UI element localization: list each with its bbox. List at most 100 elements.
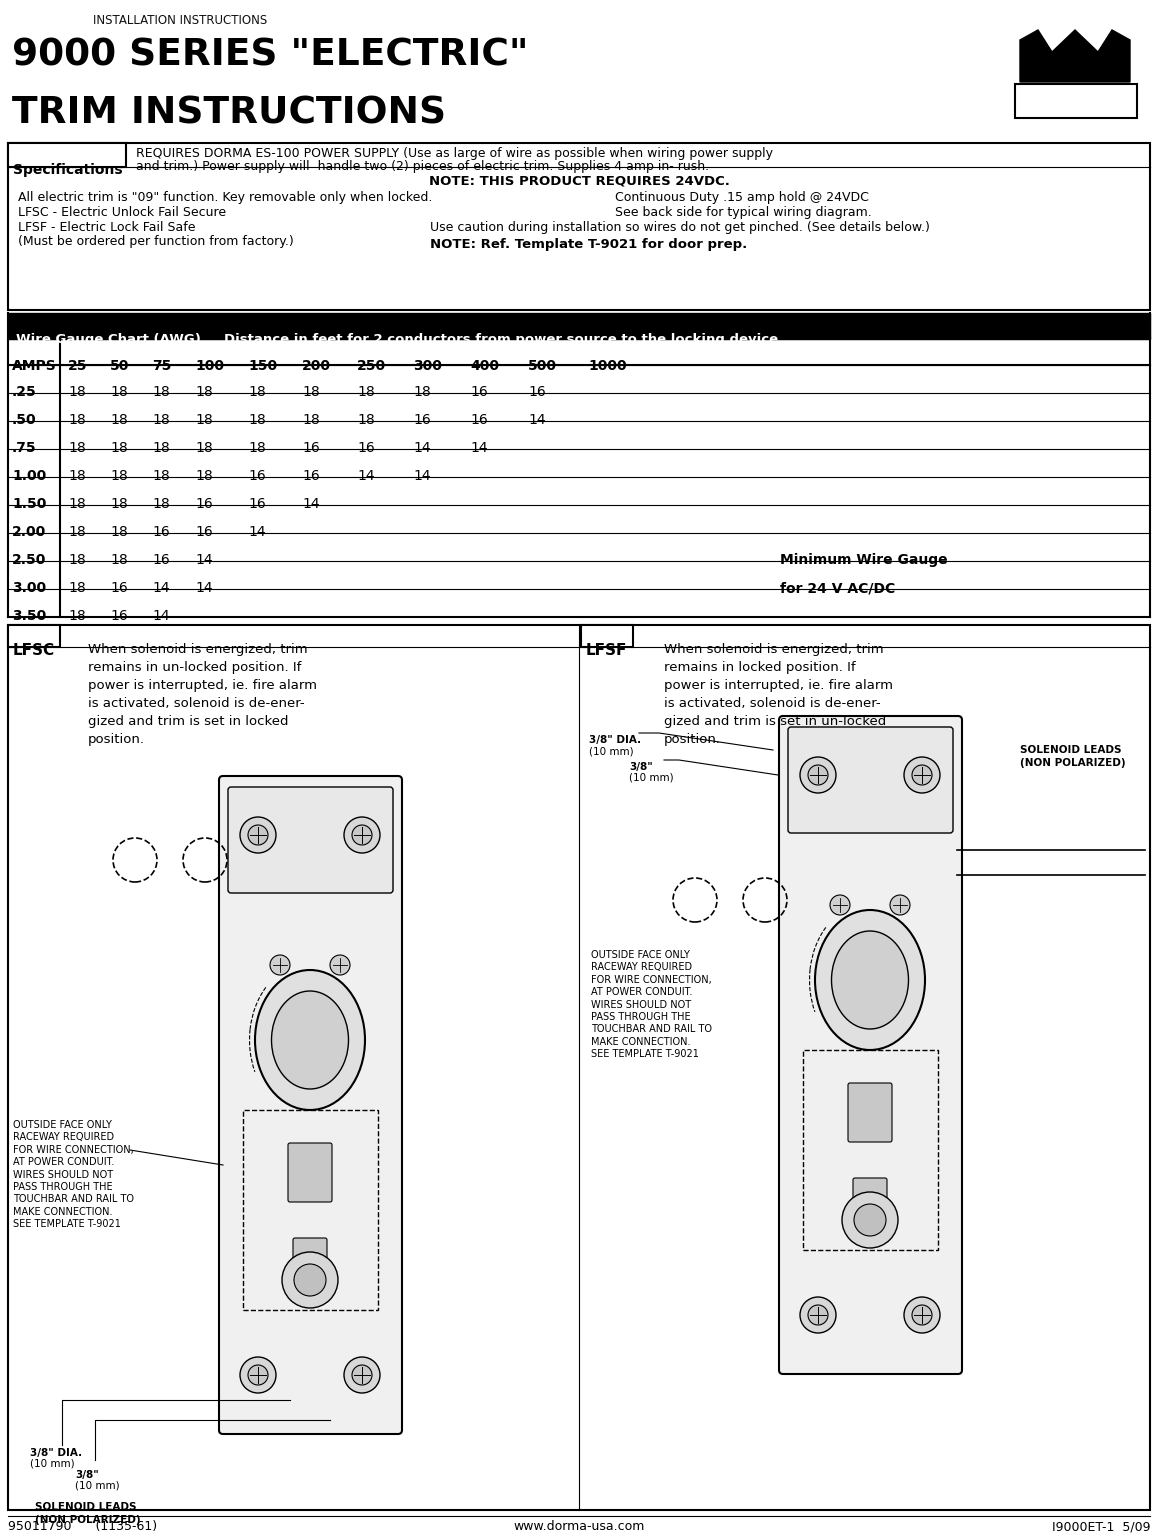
- Circle shape: [248, 824, 267, 844]
- Text: 50: 50: [110, 359, 130, 373]
- Text: (Must be ordered per function from factory.): (Must be ordered per function from facto…: [19, 235, 294, 249]
- Text: 18: 18: [152, 385, 170, 399]
- Text: 95011790      (1135-61): 95011790 (1135-61): [8, 1520, 157, 1533]
- Text: 3/8": 3/8": [75, 1471, 98, 1480]
- Circle shape: [344, 817, 380, 853]
- Circle shape: [904, 1297, 940, 1332]
- Text: LFSF: LFSF: [586, 643, 628, 659]
- Text: and trim.) Power supply will  handle two (2) pieces of electric trim. Supplies 4: and trim.) Power supply will handle two …: [135, 160, 709, 173]
- Circle shape: [800, 1297, 836, 1332]
- Text: Specifications: Specifications: [13, 163, 123, 177]
- Bar: [8, 143, 126, 167]
- Circle shape: [800, 757, 836, 794]
- Circle shape: [330, 955, 350, 975]
- FancyBboxPatch shape: [787, 728, 953, 834]
- Text: 18: 18: [152, 470, 170, 484]
- Text: 18: 18: [68, 470, 86, 484]
- Text: 2.50: 2.50: [12, 553, 46, 566]
- Text: 18: 18: [68, 525, 86, 539]
- Text: Continuous Duty .15 amp hold @ 24VDC: Continuous Duty .15 amp hold @ 24VDC: [615, 190, 868, 204]
- Text: 18: 18: [248, 441, 265, 454]
- Text: 16: 16: [110, 582, 127, 596]
- Text: 16: 16: [357, 441, 375, 454]
- Text: NOTE: Ref. Template T-9021 for door prep.: NOTE: Ref. Template T-9021 for door prep…: [430, 238, 747, 252]
- Text: 16: 16: [302, 470, 320, 484]
- Text: 14: 14: [470, 441, 488, 454]
- Text: 100: 100: [195, 359, 223, 373]
- Circle shape: [283, 1253, 338, 1308]
- Text: 9000 SERIES "ELECTRIC": 9000 SERIES "ELECTRIC": [12, 38, 528, 74]
- Text: 18: 18: [68, 497, 86, 511]
- Text: 16: 16: [528, 385, 545, 399]
- Text: 14: 14: [195, 553, 213, 566]
- Text: 16: 16: [302, 441, 320, 454]
- Text: 18: 18: [195, 385, 213, 399]
- Text: 18: 18: [110, 525, 127, 539]
- Text: REQUIRES DORMA ES-100 POWER SUPPLY (Use as large of wire as possible when wiring: REQUIRES DORMA ES-100 POWER SUPPLY (Use …: [135, 147, 774, 160]
- Text: Minimum Wire Gauge: Minimum Wire Gauge: [780, 553, 947, 566]
- Text: 250: 250: [357, 359, 386, 373]
- Text: OUTSIDE FACE ONLY
RACEWAY REQUIRED
FOR WIRE CONNECTION,
AT POWER CONDUIT.
WIRES : OUTSIDE FACE ONLY RACEWAY REQUIRED FOR W…: [591, 950, 712, 1059]
- Bar: [8, 625, 60, 646]
- Circle shape: [904, 757, 940, 794]
- Text: 18: 18: [152, 441, 170, 454]
- Text: SOLENOID LEADS
(NON POLARIZED): SOLENOID LEADS (NON POLARIZED): [1020, 744, 1126, 768]
- FancyBboxPatch shape: [853, 1177, 887, 1213]
- Text: 18: 18: [110, 470, 127, 484]
- FancyBboxPatch shape: [293, 1239, 327, 1273]
- Text: 14: 14: [302, 497, 320, 511]
- Text: INSTALLATION INSTRUCTIONS: INSTALLATION INSTRUCTIONS: [93, 14, 267, 28]
- Text: 500: 500: [528, 359, 557, 373]
- Text: 300: 300: [413, 359, 442, 373]
- Text: 18: 18: [302, 413, 320, 427]
- Text: 3/8" DIA.: 3/8" DIA.: [30, 1448, 82, 1458]
- Circle shape: [352, 824, 372, 844]
- Circle shape: [913, 764, 932, 784]
- Text: .75: .75: [12, 441, 37, 454]
- Text: 16: 16: [470, 413, 488, 427]
- Text: 16: 16: [470, 385, 488, 399]
- Text: 3.50: 3.50: [12, 609, 46, 623]
- Text: SOLENOID LEADS
(NON POLARIZED): SOLENOID LEADS (NON POLARIZED): [35, 1503, 140, 1526]
- Text: 1.50: 1.50: [12, 497, 46, 511]
- Text: DORMA: DORMA: [1013, 87, 1136, 117]
- Text: 14: 14: [528, 413, 545, 427]
- Circle shape: [344, 1357, 380, 1392]
- Text: 16: 16: [195, 497, 213, 511]
- Text: 18: 18: [195, 441, 213, 454]
- Text: 18: 18: [152, 413, 170, 427]
- Text: .25: .25: [12, 385, 37, 399]
- Text: 3/8": 3/8": [629, 761, 653, 772]
- Text: (10 mm): (10 mm): [30, 1458, 74, 1469]
- Circle shape: [891, 895, 910, 915]
- Text: 14: 14: [152, 582, 169, 596]
- Circle shape: [270, 955, 290, 975]
- Bar: [8, 313, 1150, 339]
- Text: 18: 18: [195, 413, 213, 427]
- Text: 18: 18: [110, 553, 127, 566]
- FancyBboxPatch shape: [228, 787, 393, 893]
- FancyBboxPatch shape: [848, 1084, 892, 1142]
- Text: 400: 400: [470, 359, 499, 373]
- Text: AMPS: AMPS: [12, 359, 57, 373]
- Text: 75: 75: [152, 359, 171, 373]
- Text: 16: 16: [248, 470, 265, 484]
- Text: 3/8" DIA.: 3/8" DIA.: [589, 735, 642, 744]
- Text: 18: 18: [110, 385, 127, 399]
- Text: OUTSIDE FACE ONLY
RACEWAY REQUIRED
FOR WIRE CONNECTION,
AT POWER CONDUIT.
WIRES : OUTSIDE FACE ONLY RACEWAY REQUIRED FOR W…: [13, 1121, 134, 1230]
- Text: When solenoid is energized, trim
remains in locked position. If
power is interru: When solenoid is energized, trim remains…: [664, 643, 893, 746]
- Bar: [581, 625, 633, 646]
- FancyBboxPatch shape: [288, 1144, 332, 1202]
- Text: 3.00: 3.00: [12, 582, 46, 596]
- Text: LFSC - Electric Unlock Fail Secure: LFSC - Electric Unlock Fail Secure: [19, 206, 226, 220]
- Ellipse shape: [255, 970, 365, 1110]
- FancyBboxPatch shape: [779, 715, 962, 1374]
- Text: 16: 16: [248, 497, 265, 511]
- Text: (10 mm): (10 mm): [75, 1481, 119, 1490]
- Text: 18: 18: [68, 385, 86, 399]
- Text: LFSC: LFSC: [13, 643, 56, 659]
- Ellipse shape: [815, 910, 925, 1050]
- Text: 18: 18: [357, 385, 375, 399]
- Bar: [243, 1110, 378, 1309]
- Text: 14: 14: [413, 441, 431, 454]
